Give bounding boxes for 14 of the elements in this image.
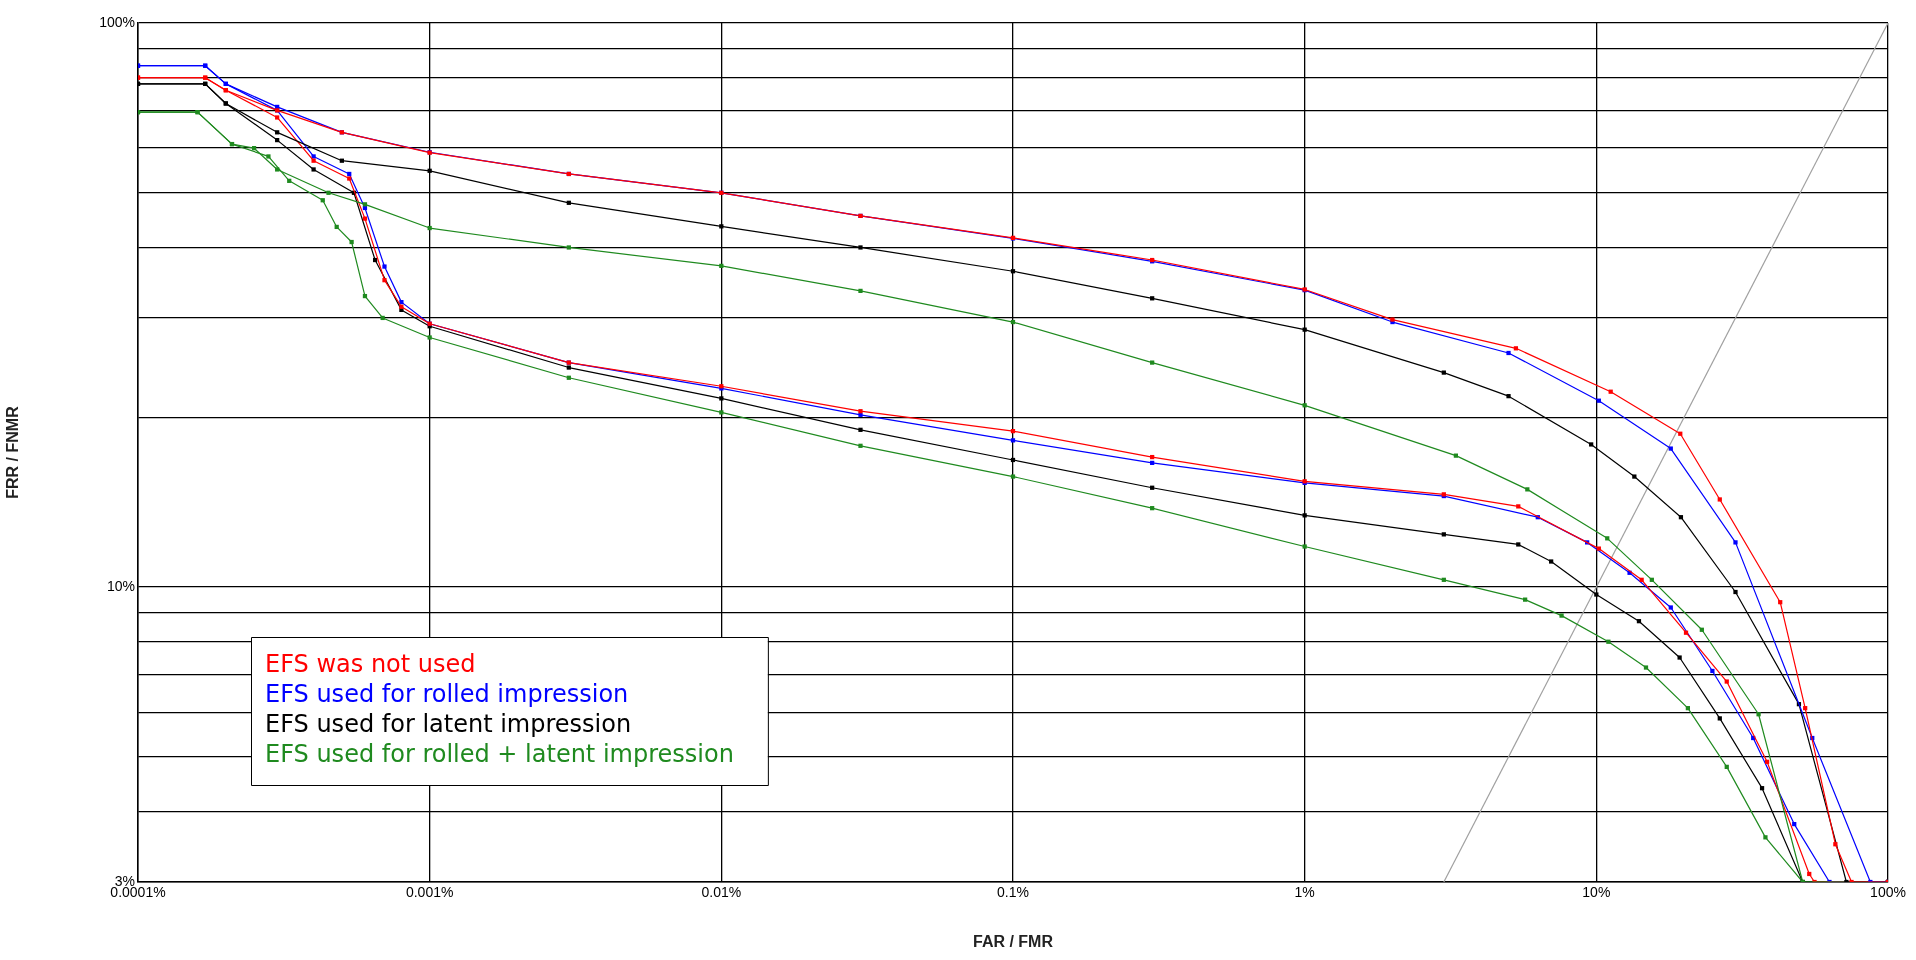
x-tick-label: 10% [1582, 884, 1611, 901]
text: EFS used for rolled + latent impression [265, 740, 734, 769]
x-tick-label: 0.01% [701, 884, 742, 901]
y-tick-label: 100% [99, 13, 135, 30]
x-tick-label: 0.1% [997, 884, 1029, 901]
y-axis-title: FRR / FNMR [4, 405, 22, 499]
text: EFS used for rolled impression [265, 680, 629, 709]
y-tick-label: 10% [106, 577, 135, 594]
text: EFS was not used [265, 650, 476, 679]
x-tick-label: 1% [1294, 884, 1315, 901]
x-axis-title: FAR / FMR [973, 932, 1054, 950]
x-tick-label: 0.001% [405, 884, 454, 901]
text: EFS used for latent impression [265, 710, 632, 739]
x-tick-label: 100% [1870, 884, 1906, 901]
